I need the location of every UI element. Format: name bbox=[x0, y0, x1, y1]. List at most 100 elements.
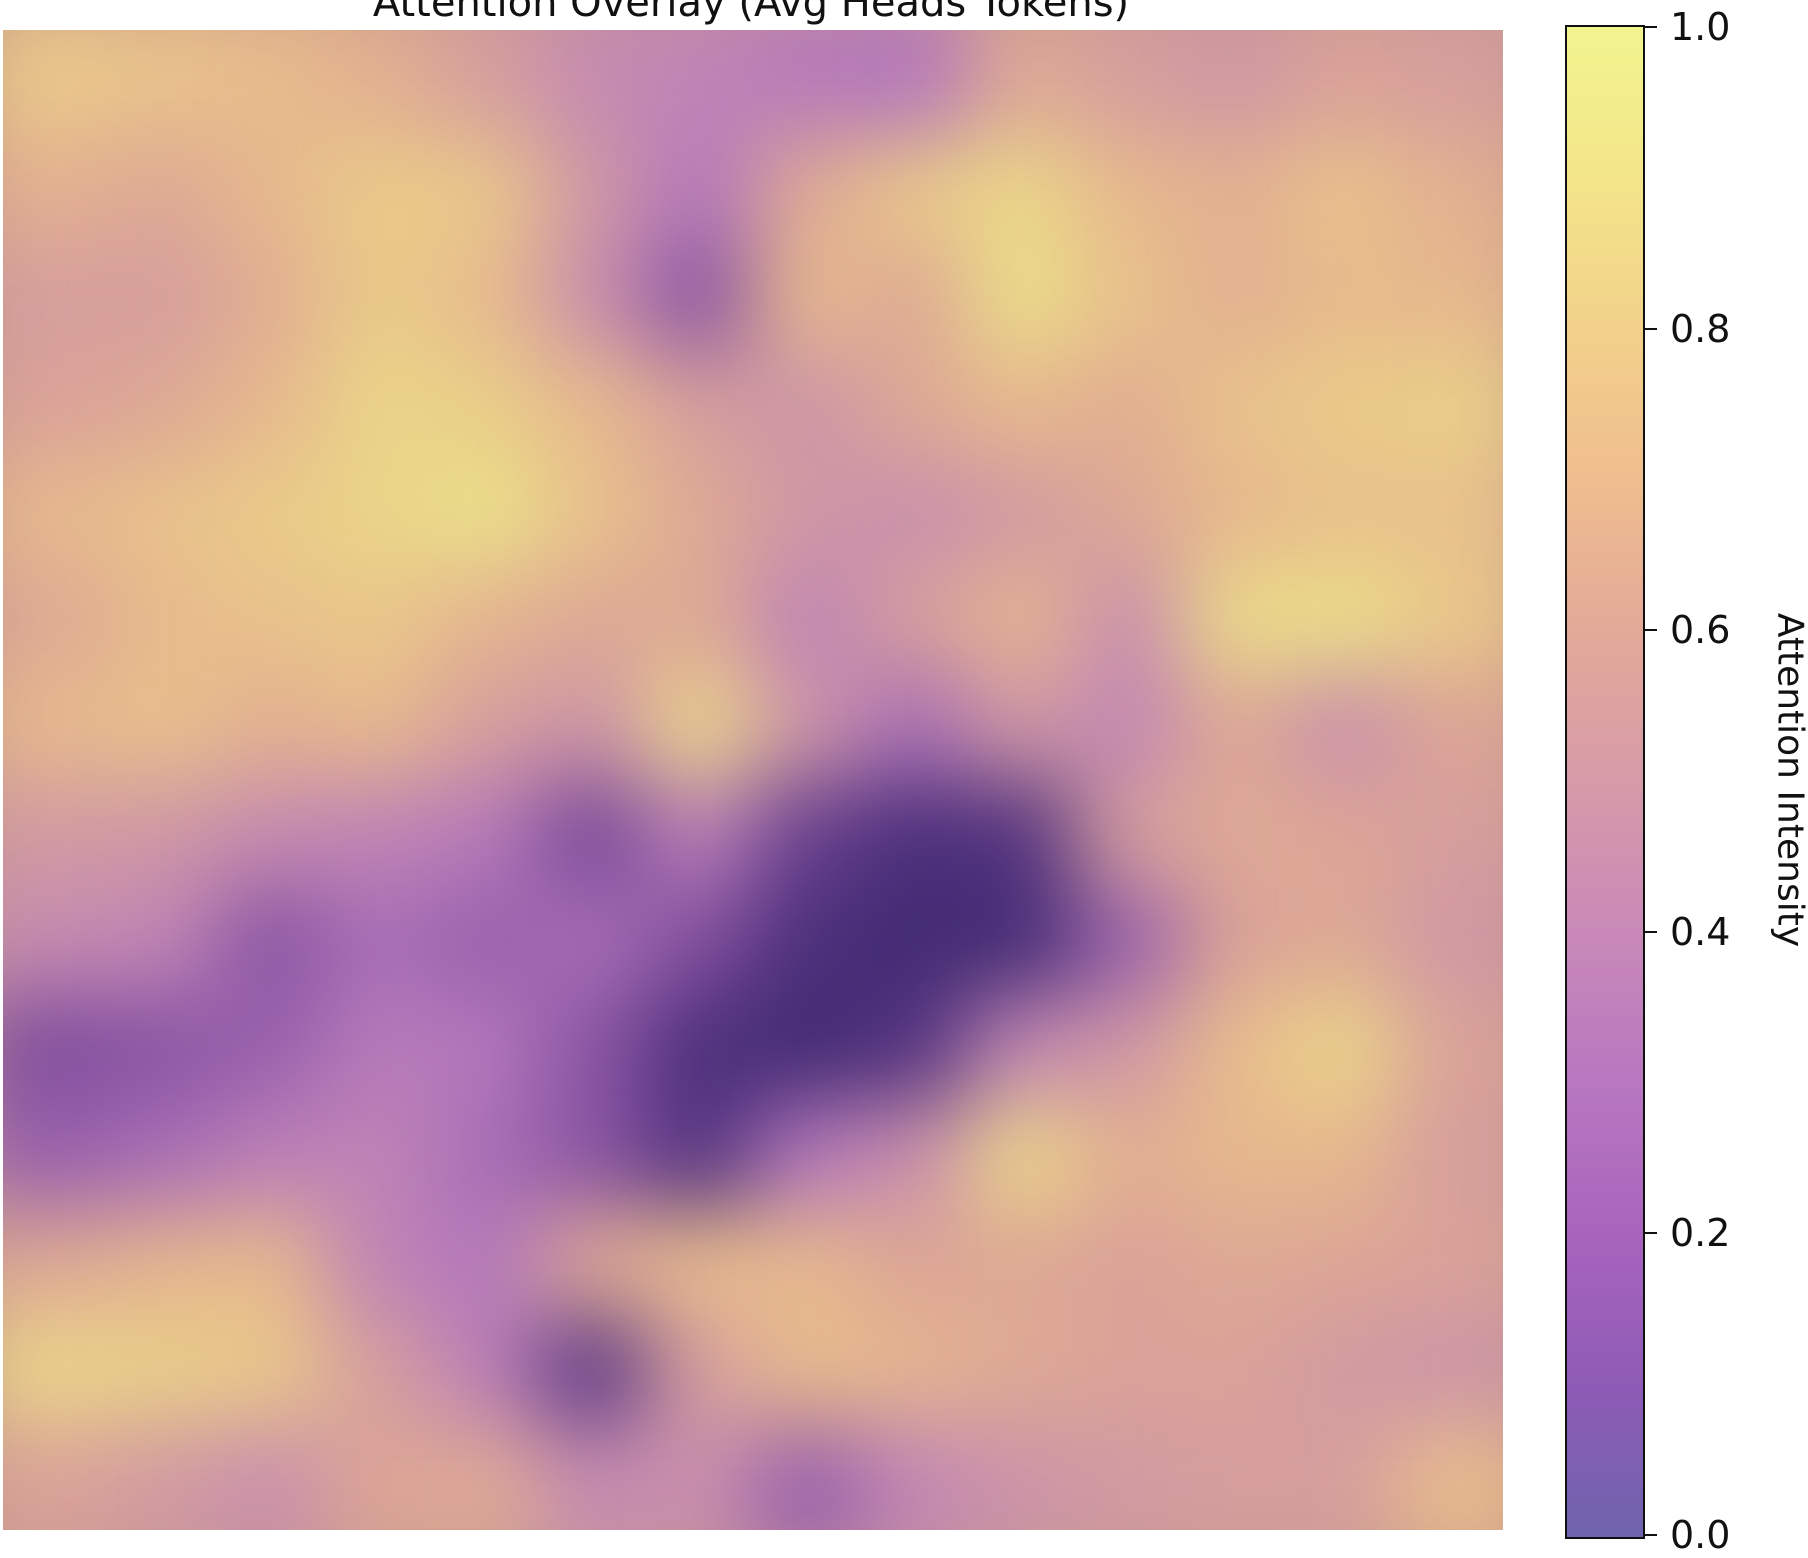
heatmap-cell bbox=[1181, 780, 1290, 889]
heatmap-cell bbox=[967, 1315, 1076, 1424]
heatmap-cell bbox=[967, 672, 1076, 781]
heatmap-cell bbox=[860, 1208, 969, 1317]
heatmap-cell bbox=[3, 565, 112, 674]
heatmap-cell bbox=[645, 351, 754, 460]
heatmap-cell bbox=[860, 30, 969, 139]
heatmap-cell bbox=[753, 1422, 862, 1530]
heatmap-cell bbox=[431, 672, 540, 781]
heatmap-cell bbox=[1288, 1101, 1397, 1210]
colorbar-tick-label: 0.0 bbox=[1670, 1513, 1731, 1557]
heatmap-cell bbox=[1074, 137, 1183, 246]
heatmap-cell bbox=[860, 244, 969, 353]
heatmap-cell bbox=[538, 1101, 647, 1210]
heatmap-cell bbox=[1074, 30, 1183, 139]
heatmap-cell bbox=[1181, 137, 1290, 246]
heatmap-cell bbox=[1074, 994, 1183, 1103]
heatmap-cell bbox=[1288, 1208, 1397, 1317]
heatmap-cell bbox=[1395, 137, 1503, 246]
heatmap-cell bbox=[217, 780, 326, 889]
heatmap-cell bbox=[967, 30, 1076, 139]
heatmap-cell bbox=[324, 1208, 433, 1317]
heatmap-cell bbox=[217, 458, 326, 567]
heatmap-cell bbox=[1395, 887, 1503, 996]
heatmap-cell bbox=[431, 458, 540, 567]
heatmap-cell bbox=[1288, 30, 1397, 139]
heatmap-cell bbox=[110, 1101, 219, 1210]
heatmap-cell bbox=[110, 244, 219, 353]
heatmap-cell bbox=[860, 1315, 969, 1424]
heatmap-cell bbox=[1181, 351, 1290, 460]
heatmap-cell bbox=[431, 1315, 540, 1424]
colorbar-tick-mark bbox=[1643, 26, 1657, 28]
heatmap-cell bbox=[431, 1101, 540, 1210]
heatmap-cell bbox=[3, 1422, 112, 1530]
heatmap-cell bbox=[1074, 672, 1183, 781]
heatmap-cell bbox=[645, 137, 754, 246]
heatmap-cell bbox=[645, 30, 754, 139]
heatmap-cell bbox=[967, 351, 1076, 460]
heatmap-cell bbox=[538, 994, 647, 1103]
heatmap-cell bbox=[1074, 565, 1183, 674]
heatmap-cell bbox=[1181, 244, 1290, 353]
heatmap-cell bbox=[1181, 1101, 1290, 1210]
heatmap-cell bbox=[3, 780, 112, 889]
heatmap-cell bbox=[1181, 887, 1290, 996]
heatmap-cell bbox=[110, 780, 219, 889]
heatmap-grid bbox=[3, 30, 1503, 1530]
heatmap-cell bbox=[538, 1315, 647, 1424]
heatmap-cell bbox=[431, 780, 540, 889]
heatmap-cell bbox=[1395, 458, 1503, 567]
heatmap-cell bbox=[3, 1208, 112, 1317]
heatmap-cell bbox=[753, 1315, 862, 1424]
heatmap-cell bbox=[431, 351, 540, 460]
heatmap-cell bbox=[967, 458, 1076, 567]
heatmap-cell bbox=[645, 1315, 754, 1424]
heatmap-cell bbox=[217, 1315, 326, 1424]
heatmap-cell bbox=[324, 780, 433, 889]
colorbar bbox=[1565, 25, 1645, 1539]
chart-title: Attention Overlay (Avg Heads Tokens) bbox=[372, 0, 1130, 26]
heatmap-plot-area bbox=[3, 30, 1503, 1530]
heatmap-cell bbox=[1074, 244, 1183, 353]
heatmap-cell bbox=[431, 1208, 540, 1317]
heatmap-cell bbox=[324, 887, 433, 996]
heatmap-cell bbox=[753, 565, 862, 674]
heatmap-cell bbox=[753, 244, 862, 353]
heatmap-cell bbox=[860, 780, 969, 889]
heatmap-cell bbox=[324, 672, 433, 781]
heatmap-cell bbox=[324, 458, 433, 567]
heatmap-cell bbox=[3, 887, 112, 996]
heatmap-cell bbox=[645, 672, 754, 781]
heatmap-cell bbox=[110, 137, 219, 246]
heatmap-cell bbox=[110, 351, 219, 460]
heatmap-cell bbox=[1395, 1315, 1503, 1424]
heatmap-cell bbox=[860, 994, 969, 1103]
heatmap-cell bbox=[1395, 351, 1503, 460]
heatmap-cell bbox=[217, 994, 326, 1103]
heatmap-cell bbox=[324, 1315, 433, 1424]
heatmap-cell bbox=[217, 30, 326, 139]
heatmap-cell bbox=[538, 458, 647, 567]
heatmap-cell bbox=[645, 565, 754, 674]
heatmap-cell bbox=[110, 30, 219, 139]
heatmap-cell bbox=[1181, 565, 1290, 674]
heatmap-cell bbox=[110, 458, 219, 567]
heatmap-cell bbox=[1288, 458, 1397, 567]
heatmap-cell bbox=[3, 458, 112, 567]
colorbar-label: Attention Intensity bbox=[1769, 612, 1808, 948]
heatmap-cell bbox=[1074, 458, 1183, 567]
heatmap-cell bbox=[217, 672, 326, 781]
heatmap-cell bbox=[1395, 672, 1503, 781]
heatmap-cell bbox=[753, 458, 862, 567]
heatmap-cell bbox=[1288, 565, 1397, 674]
heatmap-cell bbox=[967, 1208, 1076, 1317]
heatmap-cell bbox=[324, 994, 433, 1103]
heatmap-cell bbox=[645, 1422, 754, 1530]
heatmap-cell bbox=[753, 30, 862, 139]
heatmap-cell bbox=[431, 244, 540, 353]
heatmap-cell bbox=[753, 887, 862, 996]
heatmap-cell bbox=[110, 887, 219, 996]
heatmap-cell bbox=[645, 244, 754, 353]
heatmap-cell bbox=[860, 1422, 969, 1530]
heatmap-cell bbox=[538, 351, 647, 460]
